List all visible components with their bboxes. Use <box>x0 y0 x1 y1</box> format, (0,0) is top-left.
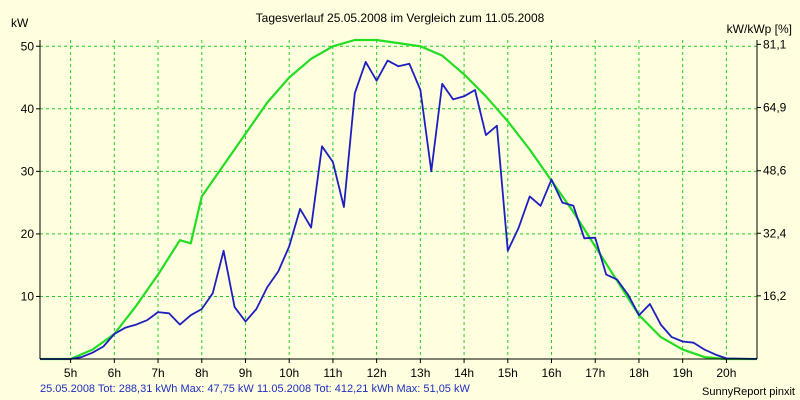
x-tick-label: 5h <box>64 366 77 380</box>
x-tick-label: 12h <box>367 366 387 380</box>
x-tick-label: 16h <box>542 366 562 380</box>
x-tick-label: 17h <box>585 366 605 380</box>
plot-frame <box>36 40 761 363</box>
x-tick-label: 7h <box>151 366 164 380</box>
y-tick-label-left: 50 <box>21 39 35 53</box>
y-tick-label-right: 16,2 <box>763 289 787 303</box>
series-line-25.05.2008 <box>40 59 758 360</box>
y-tick-label-left: 30 <box>21 164 35 178</box>
x-tick-label: 13h <box>410 366 430 380</box>
y-tick-label-left: 20 <box>21 227 35 241</box>
tick-labels: 5h 6h 7h 8h 9h 10h 11h 12h 13h 14h 15h 16h 17h 18h 19h… <box>21 37 787 380</box>
y-tick-label-right: 32,4 <box>763 226 787 240</box>
grid <box>40 40 757 359</box>
series-line-11.05.2008 <box>40 38 757 361</box>
y-axis-label-right: kW/kWp [%] <box>726 22 792 36</box>
x-tick-label: 9h <box>239 366 252 380</box>
chart-title: Tagesverlauf 25.05.2008 im Vergleich zum… <box>255 11 545 25</box>
y-tick-label-right: 48,6 <box>763 164 787 178</box>
y-axis-label-left: kW <box>11 16 29 30</box>
x-tick-label: 8h <box>195 366 208 380</box>
y-tick-label-left: 10 <box>21 289 35 303</box>
x-tick-label: 15h <box>498 366 518 380</box>
y-tick-label-right: 81,1 <box>763 37 787 51</box>
x-tick-label: 14h <box>454 366 474 380</box>
x-tick-label: 6h <box>108 366 121 380</box>
x-tick-label: 19h <box>673 366 693 380</box>
x-tick-label: 10h <box>279 366 299 380</box>
footer-credit: SunnyReport pinxit <box>702 386 795 398</box>
series-lines <box>40 38 758 361</box>
footer-summary: 25.05.2008 Tot: 288,31 kWh Max: 47,75 kW… <box>40 383 470 395</box>
x-tick-label: 18h <box>629 366 649 380</box>
x-tick-label: 20h <box>716 366 736 380</box>
y-tick-label-right: 64,9 <box>763 101 787 115</box>
y-tick-label-left: 40 <box>21 102 35 116</box>
x-tick-label: 11h <box>323 366 342 380</box>
